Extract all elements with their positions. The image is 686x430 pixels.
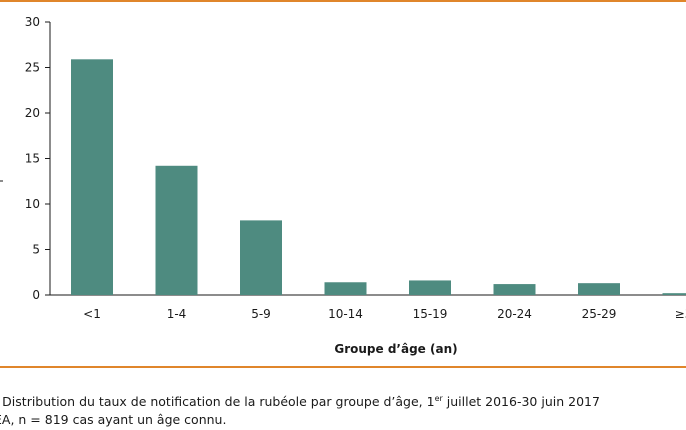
- figure-caption: : Distribution du taux de notification d…: [0, 393, 686, 429]
- y-tick-label: 15: [25, 152, 40, 166]
- y-axis-ticks: 0 5 10 15 20 25 30: [25, 15, 50, 302]
- top-rule: [0, 0, 686, 2]
- x-tick-label: 1-4: [167, 307, 187, 321]
- caption-line-1-prefix: : Distribution du taux de notification d…: [0, 394, 435, 409]
- x-axis-label: Groupe d’âge (an): [334, 342, 457, 356]
- x-tick-label: 15-19: [413, 307, 448, 321]
- bar: [662, 293, 686, 295]
- y-tick-label: 5: [32, 243, 40, 257]
- bar: [155, 165, 198, 295]
- caption-line-1-suffix: juillet 2016-30 juin 2017: [442, 394, 600, 409]
- x-tick-label: 20-24: [497, 307, 532, 321]
- y-tick-label: 30: [25, 15, 40, 29]
- bar-chart: 0 5 10 15 20 25 30 <1 1-4 5-9 10-14 15-19 20-24 25-2…: [0, 15, 686, 356]
- x-tick-label: ≥3: [675, 307, 686, 321]
- y-tick-label: 25: [25, 61, 40, 75]
- bottom-rule: [0, 366, 686, 368]
- x-tick-label: <1: [83, 307, 101, 321]
- bar: [71, 59, 113, 296]
- bar: [324, 282, 367, 295]
- caption-line-1: : Distribution du taux de notification d…: [0, 393, 686, 411]
- x-tick-label: 5-9: [251, 307, 271, 321]
- x-axis-ticks: <1 1-4 5-9 10-14 15-19 20-24 25-29 ≥3: [83, 307, 686, 321]
- bar: [240, 220, 282, 295]
- bar: [493, 284, 536, 295]
- caption-superscript: er: [434, 393, 443, 403]
- caption-line-2: EA, n = 819 cas ayant un âge connu.: [0, 412, 227, 427]
- y-tick-label: 20: [25, 106, 40, 120]
- y-tick-label: 10: [25, 197, 40, 211]
- bar: [409, 280, 451, 295]
- x-tick-label: 10-14: [328, 307, 363, 321]
- bar: [578, 283, 620, 295]
- y-tick-label: 0: [32, 288, 40, 302]
- x-tick-label: 25-29: [582, 307, 617, 321]
- bar-series: [71, 59, 686, 296]
